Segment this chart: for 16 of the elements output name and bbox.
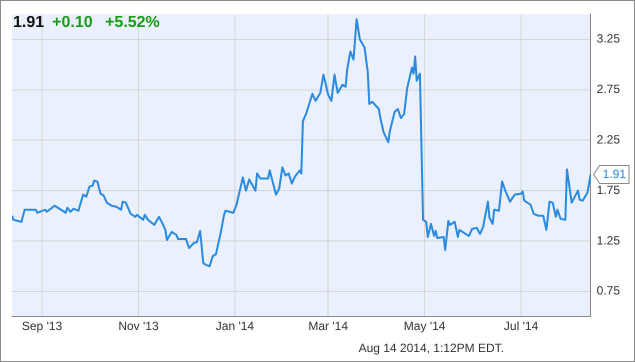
data-label: 1.91 [602, 166, 626, 181]
y-tick-label: 0.75 [596, 284, 620, 298]
x-tick-label: Mar '14 [308, 319, 348, 334]
chart-subtitle: +0.10 +5.52% [52, 14, 160, 31]
x-tick-label: Jan '14 [216, 319, 254, 334]
text: Aug 14 2014, 1:12PM EDT. [358, 341, 504, 355]
y-tick-label: 1.25 [596, 233, 620, 248]
y-tick-label: 2.75 [596, 82, 620, 96]
x-tick-label: Jul '14 [504, 319, 539, 334]
chart-title: 1.91 [13, 14, 44, 31]
x-tick-label: Nov '13 [118, 319, 159, 334]
x-tick-label: Sep '13 [22, 319, 63, 334]
y-tick-label: 1.75 [596, 182, 620, 197]
y-tick-label: 3.25 [596, 32, 620, 46]
x-tick-label: May '14 [404, 319, 446, 334]
y-tick-label: 2.25 [596, 132, 620, 147]
